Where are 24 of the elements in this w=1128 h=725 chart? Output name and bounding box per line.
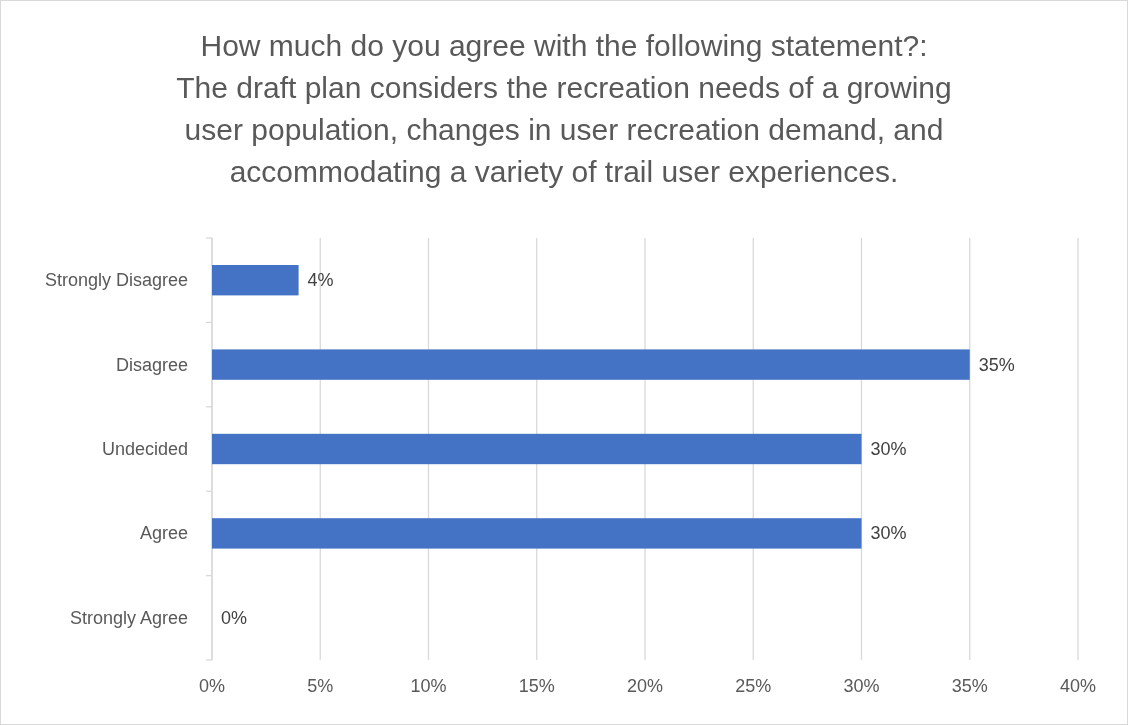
x-tick-label: 30% bbox=[843, 676, 880, 696]
data-label: 30% bbox=[870, 439, 907, 459]
bar bbox=[212, 433, 862, 465]
data-label: 0% bbox=[221, 607, 248, 628]
bar bbox=[212, 518, 862, 549]
data-label: 35% bbox=[978, 354, 1015, 375]
x-tick-label: 0% bbox=[198, 676, 226, 696]
x-tick-label: 35% bbox=[951, 676, 988, 696]
y-tick-label: Agree bbox=[139, 523, 188, 544]
chart-title: How much do you agree with the following statement?: The draft plan considers the recreation needs of a growing user population, changes in user recreation demand, and accommodating a variety of trail user experiences. bbox=[176, 29, 952, 188]
x-tick-label: 40% bbox=[1059, 676, 1097, 696]
y-tick-label: Disagree bbox=[115, 354, 188, 375]
x-tick-label: 15% bbox=[518, 676, 555, 696]
x-tick-label: 5% bbox=[307, 676, 334, 696]
y-tick-label: Strongly Disagree bbox=[44, 270, 188, 291]
x-tick-label: 10% bbox=[410, 676, 447, 696]
x-tick-label: 25% bbox=[735, 676, 772, 696]
bar bbox=[212, 349, 970, 380]
x-tick-label: 20% bbox=[626, 676, 664, 696]
bar bbox=[212, 265, 299, 296]
data-label: 30% bbox=[870, 523, 907, 544]
y-tick-label: Strongly Agree bbox=[69, 607, 188, 628]
y-tick-label: Undecided bbox=[101, 439, 188, 459]
data-label: 4% bbox=[307, 270, 334, 291]
